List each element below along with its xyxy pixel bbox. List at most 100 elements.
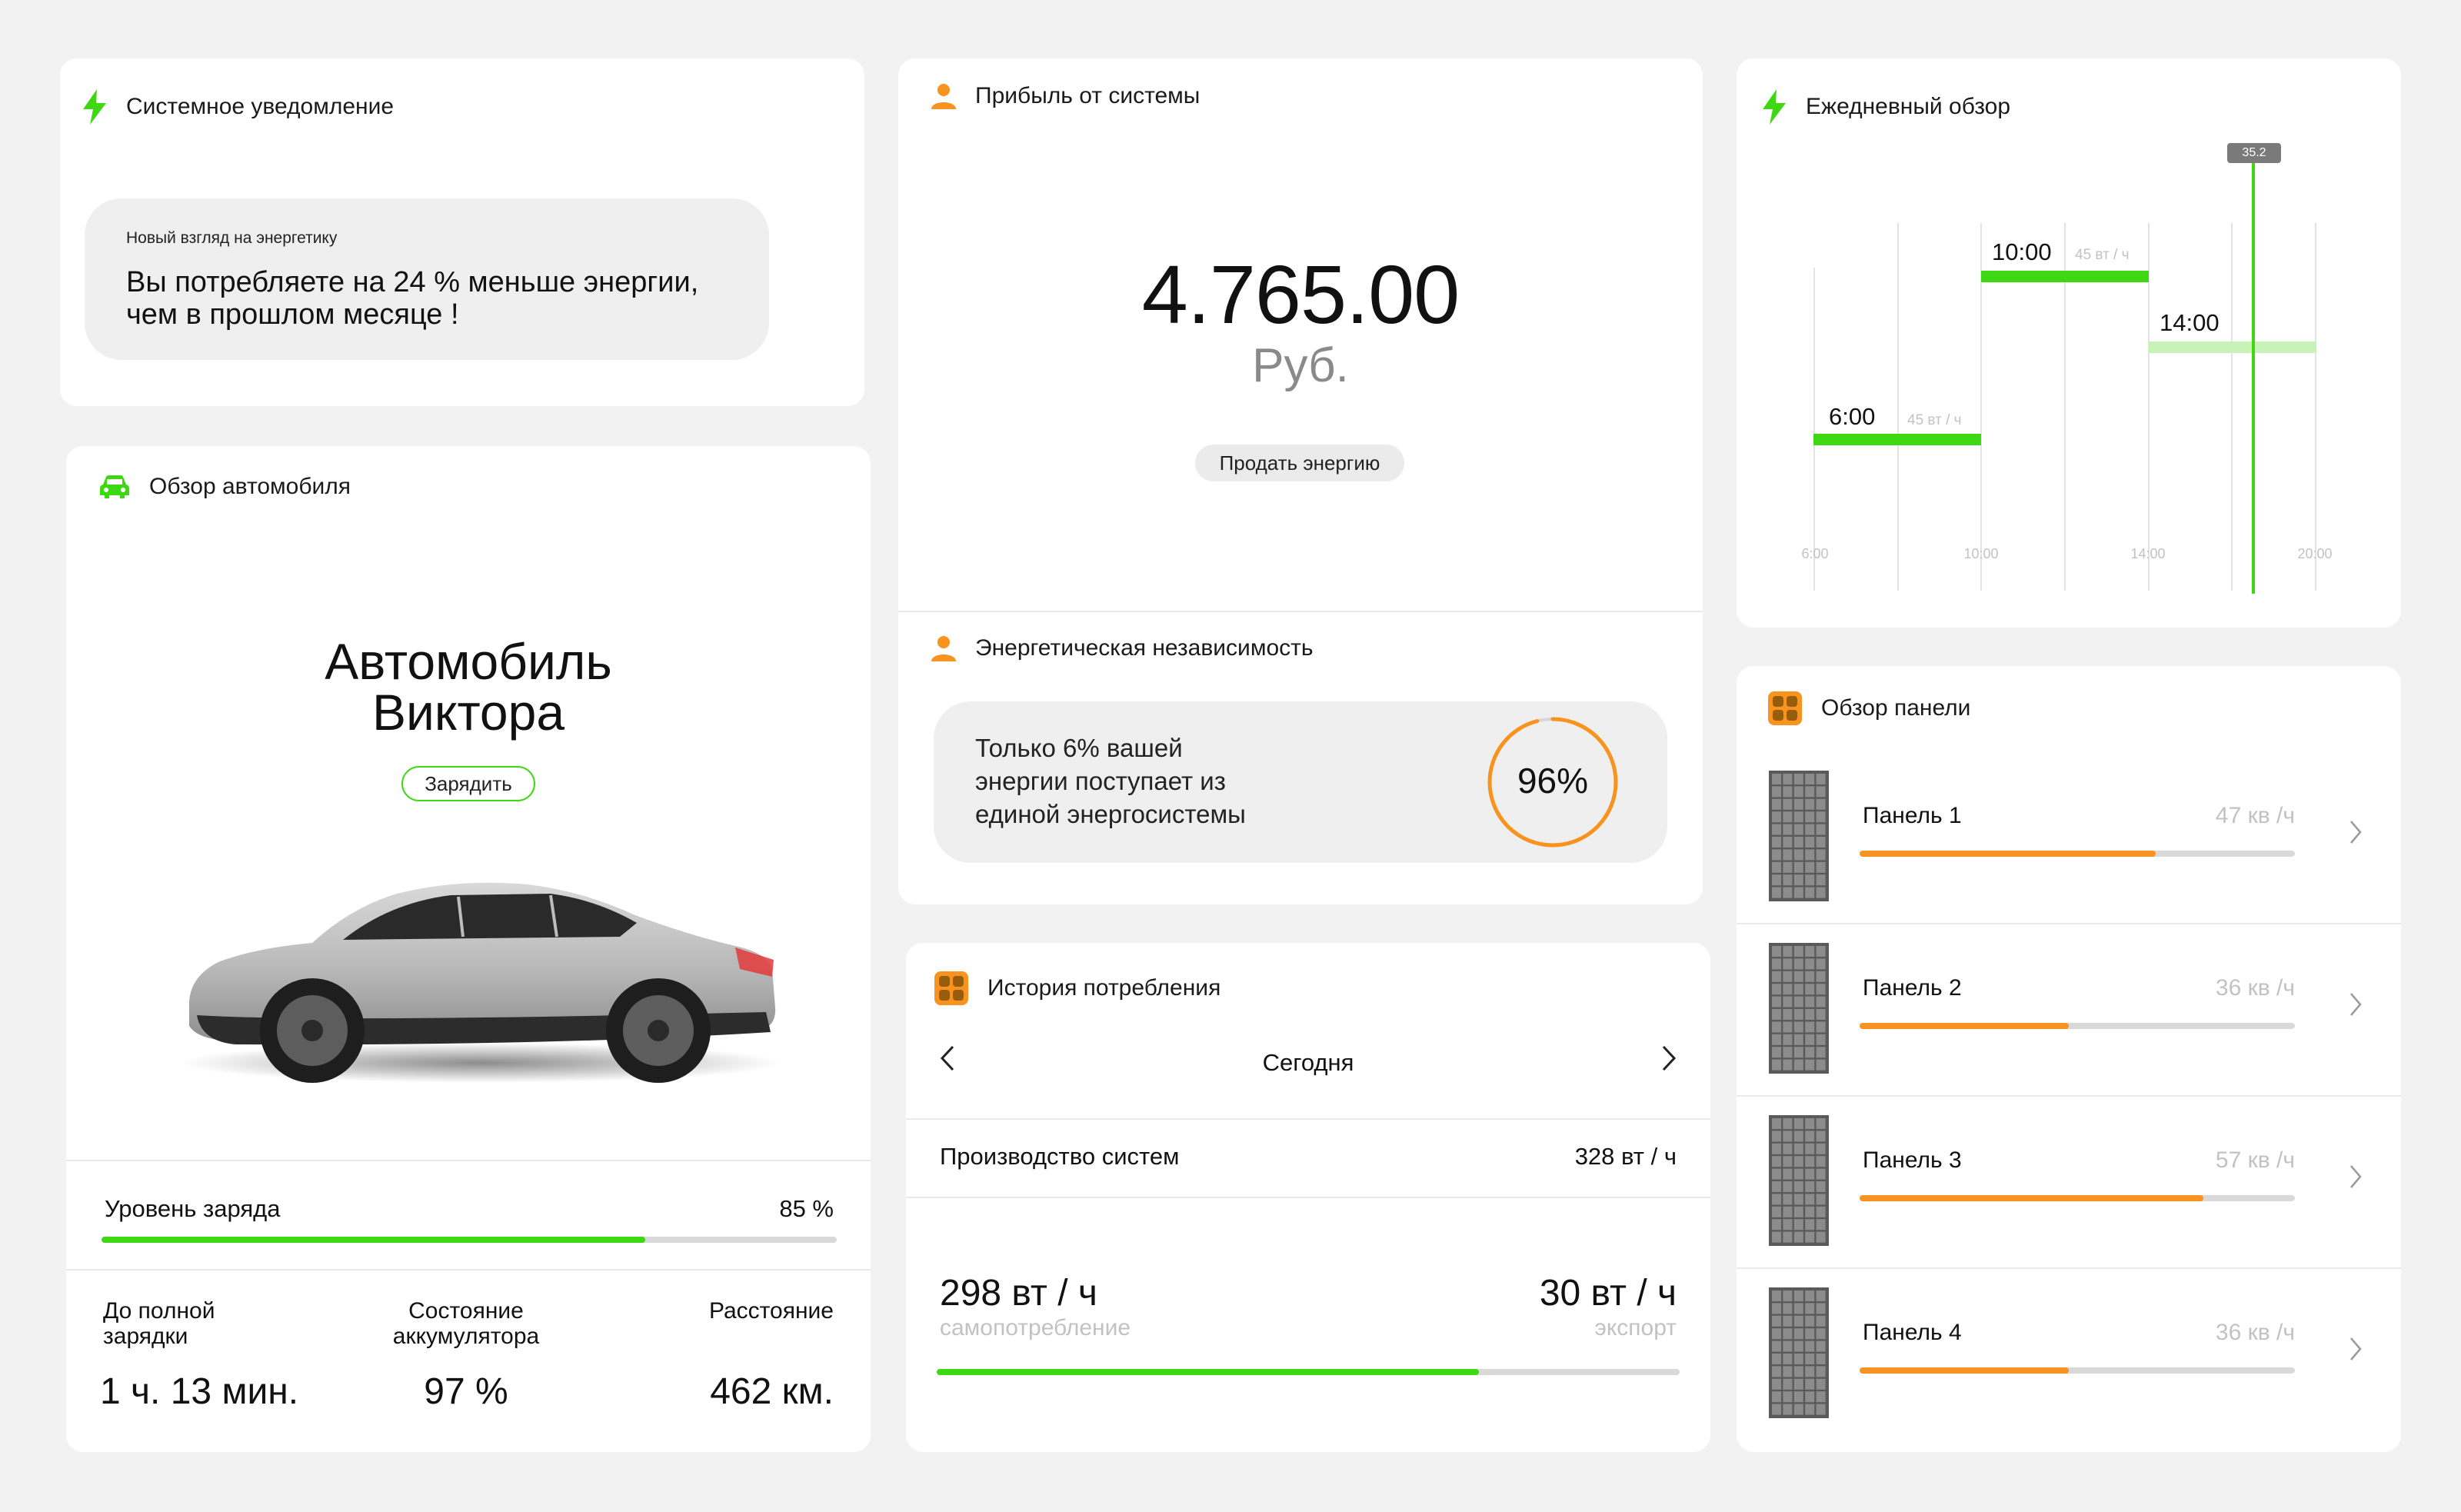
- car-header: Обзор автомобиля: [98, 474, 351, 500]
- chevron-right-icon[interactable]: [2344, 1334, 2367, 1364]
- panel-name: Панель 4: [1863, 1320, 1962, 1345]
- independence-header: Энергетическая независимость: [931, 635, 1314, 661]
- daily-bar-6-time: 6:00: [1829, 403, 1876, 430]
- car-stat-label: зарядки: [103, 1324, 188, 1349]
- independence-text-line1: Только 6% вашей: [975, 734, 1183, 762]
- car-stat-value: 462 км.: [710, 1371, 834, 1412]
- chevron-right-icon[interactable]: [2344, 1161, 2367, 1192]
- panel-grid-icon: [934, 971, 969, 1006]
- panel-value: 57 кв /ч: [2215, 1147, 2295, 1173]
- panel-divider: [1737, 1095, 2401, 1097]
- car-stat-distance: Расстояние 462 км.: [588, 1298, 834, 1412]
- daily-bar-6: [1813, 434, 1981, 445]
- car-icon: [98, 474, 131, 500]
- daily-overview-card: Ежедневный обзор 6:00 45 вт / ч 10:00 45…: [1737, 58, 2401, 628]
- profit-card: Прибыль от системы 4.765.00 Руб. Продать…: [898, 58, 1703, 904]
- production-label: Производство систем: [940, 1143, 1180, 1170]
- car-divider-bottom: [66, 1269, 871, 1271]
- daily-bar-14: [2149, 341, 2316, 353]
- car-card: Обзор автомобиля Автомобиль Виктора Заря…: [66, 446, 871, 1452]
- profit-title: Прибыль от системы: [975, 83, 1201, 108]
- panel-bar: [1860, 1367, 2295, 1374]
- export-label: экспорт: [1594, 1315, 1677, 1340]
- daily-bar-10-time: 10:00: [1992, 238, 2052, 265]
- car-divider-top: [66, 1160, 871, 1161]
- chevron-right-icon[interactable]: [1653, 1043, 1684, 1074]
- charge-level-label: Уровень заряда: [105, 1195, 281, 1222]
- history-divider-1: [906, 1118, 1710, 1120]
- charge-level-fill: [102, 1237, 646, 1243]
- car-stat-label: аккумулятора: [392, 1324, 540, 1349]
- panel-row[interactable]: Панель 2 36 кв /ч: [1737, 923, 2401, 1095]
- daily-x-tick: 6:00: [1801, 546, 1829, 561]
- history-divider-2: [906, 1197, 1710, 1198]
- independence-text-line2: энергии поступает из: [975, 767, 1226, 795]
- car-stat-label: Состояние: [408, 1298, 524, 1324]
- daily-bar-10-rate: 45 вт / ч: [2075, 247, 2130, 263]
- car-stat-full-charge: До полной зарядки 1 ч. 13 мин.: [100, 1298, 349, 1412]
- user-icon: [931, 635, 957, 661]
- notification-message-line1: Вы потребляете на 24 % меньше энергии,: [126, 266, 699, 298]
- panel-row[interactable]: Панель 1 47 кв /ч: [1737, 751, 2401, 923]
- daily-gridline: [1980, 223, 1982, 591]
- history-title: История потребления: [987, 975, 1221, 1001]
- daily-marker-line: [2252, 163, 2255, 594]
- notification-bubble: Новый взгляд на энергетику Вы потребляет…: [85, 198, 769, 360]
- chevron-right-icon[interactable]: [2344, 989, 2367, 1020]
- panel-bar-fill: [1860, 1367, 2069, 1374]
- history-header: История потребления: [934, 971, 1221, 1006]
- lightning-icon: [1761, 89, 1787, 125]
- profit-amount: 4.765.00: [1141, 248, 1460, 341]
- daily-bar-14-time: 14:00: [2160, 309, 2220, 336]
- panels-card: Обзор панели Панель 1 47 кв /ч Панель 2 36 …: [1737, 666, 2401, 1452]
- export-value: 30 вт / ч: [1539, 1273, 1677, 1314]
- car-stat-value: 1 ч. 13 мин.: [100, 1371, 299, 1412]
- panels-header: Обзор панели: [1767, 691, 1970, 726]
- panel-name: Панель 3: [1863, 1147, 1962, 1173]
- charge-button[interactable]: Зарядить: [401, 766, 535, 801]
- notification-message-line2: чем в прошлом месяце !: [126, 298, 459, 331]
- daily-gridline: [1813, 268, 1815, 591]
- daily-x-tick: 14:00: [2130, 546, 2166, 561]
- independence-bubble: Только 6% вашей энергии поступает из еди…: [934, 701, 1667, 863]
- production-value: 328 вт / ч: [1574, 1143, 1677, 1170]
- panel-bar: [1860, 1195, 2295, 1201]
- lightning-icon: [82, 89, 108, 125]
- panel-name: Панель 2: [1863, 975, 1962, 1001]
- profit-header: Прибыль от системы: [931, 83, 1200, 109]
- panel-divider: [1737, 1267, 2401, 1269]
- daily-bar-10: [1981, 271, 2149, 282]
- sell-energy-button[interactable]: Продать энергию: [1195, 445, 1404, 481]
- notification-title: Системное уведомление: [126, 94, 395, 119]
- daily-marker-label: 35.2: [2227, 143, 2281, 163]
- panel-bar-fill: [1860, 851, 2156, 857]
- panel-value: 47 кв /ч: [2215, 803, 2295, 828]
- panel-row[interactable]: Панель 3 57 кв /ч: [1737, 1095, 2401, 1267]
- daily-x-tick: 20:00: [2297, 546, 2333, 561]
- daily-header: Ежедневный обзор: [1761, 89, 2010, 125]
- car-image: [166, 861, 806, 1092]
- notification-caption: Новый взгляд на энергетику: [126, 229, 338, 247]
- history-period: Сегодня: [1262, 1049, 1354, 1076]
- profit-divider: [898, 611, 1703, 612]
- notification-card: Системное уведомление Новый взгляд на эн…: [60, 58, 864, 406]
- chevron-right-icon[interactable]: [2344, 817, 2367, 848]
- user-icon: [931, 83, 957, 109]
- panel-value: 36 кв /ч: [2215, 975, 2295, 1001]
- history-card: История потребления Сегодня Производство…: [906, 943, 1710, 1452]
- panels-title: Обзор панели: [1821, 695, 1971, 721]
- panel-name: Панель 1: [1863, 803, 1962, 828]
- chevron-left-icon[interactable]: [932, 1043, 963, 1074]
- panel-grid-icon: [1767, 691, 1803, 726]
- panel-divider: [1737, 923, 2401, 924]
- daily-gridline: [2231, 223, 2233, 591]
- solar-panel-thumbnail: [1769, 1115, 1829, 1246]
- daily-x-tick: 10:00: [1963, 546, 1999, 561]
- charge-level-bar: [102, 1237, 837, 1243]
- self-consumption-fill: [937, 1369, 1480, 1375]
- panel-row[interactable]: Панель 4 36 кв /ч: [1737, 1267, 2401, 1440]
- panel-value: 36 кв /ч: [2215, 1320, 2295, 1345]
- self-consumption-bar: [937, 1369, 1680, 1375]
- daily-gridline: [1897, 223, 1899, 591]
- panel-bar-fill: [1860, 1195, 2204, 1201]
